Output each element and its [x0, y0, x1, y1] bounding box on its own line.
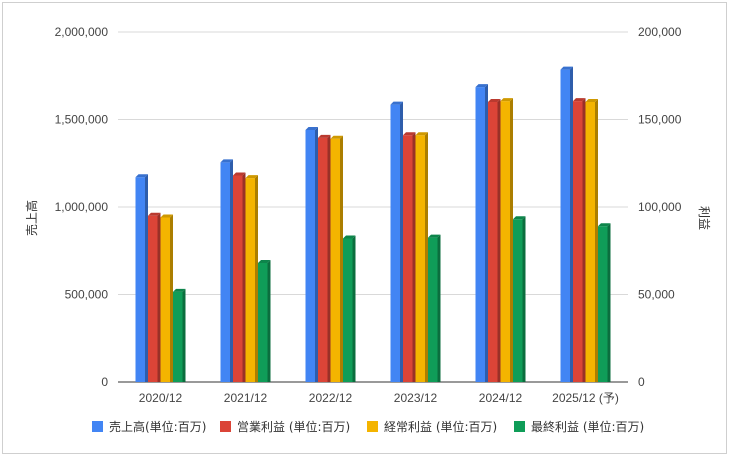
legend-label: 営業利益 (単位:百万): [237, 419, 350, 434]
bar-3-3: [330, 135, 343, 382]
bar-2-6: [573, 98, 586, 382]
left-tick-label: 2,000,000: [55, 25, 109, 39]
left-tick-label: 1,500,000: [55, 113, 109, 127]
bar-3-6: [585, 99, 598, 382]
bar-2-4: [403, 132, 416, 382]
bar-1-1: [135, 174, 148, 382]
legend-item[interactable]: 最終利益 (単位:百万): [514, 419, 644, 434]
bar-1-3: [305, 127, 318, 382]
left-tick-label: 0: [101, 375, 108, 389]
legend-label: 売上高(単位:百万): [109, 419, 206, 434]
x-tick-label: 2023/12: [394, 391, 438, 405]
bar-1-4: [390, 101, 403, 382]
right-tick-label: 200,000: [638, 25, 682, 39]
x-axis-ticks: 2020/12 2021/12 2022/12 2023/12 2024/12 2025/…: [139, 391, 619, 405]
bar-4-3: [343, 235, 356, 382]
bar-4-1: [173, 288, 186, 382]
bar-2-1: [148, 212, 161, 382]
legend-item[interactable]: 経常利益 (単位:百万): [367, 419, 497, 434]
bar-4-2: [258, 260, 271, 382]
right-tick-label: 50,000: [638, 288, 675, 302]
bar-2-3: [318, 134, 331, 382]
right-axis-title: 利益: [697, 206, 711, 230]
left-axis-ticks: 0 500,000 1,000,000 1,500,000 2,000,000: [55, 25, 109, 389]
right-tick-label: 0: [638, 375, 645, 389]
bar-1-6: [560, 66, 573, 382]
legend-swatch: [220, 421, 231, 432]
legend-item[interactable]: 売上高(単位:百万): [92, 419, 206, 434]
grid-lines: [118, 31, 628, 383]
right-tick-label: 100,000: [638, 200, 682, 214]
legend-swatch: [367, 421, 378, 432]
bar-1-2: [220, 159, 233, 382]
bar-3-4: [415, 132, 428, 382]
legend-swatch: [514, 421, 525, 432]
right-tick-label: 150,000: [638, 113, 682, 127]
bar-1-5: [475, 84, 488, 382]
legend-label: 最終利益 (単位:百万): [531, 419, 644, 434]
x-tick-label: 2025/12 (予): [552, 391, 619, 405]
left-tick-label: 1,000,000: [55, 200, 109, 214]
bar-3-5: [500, 98, 513, 382]
bar-4-4: [428, 234, 441, 382]
bar-3-1: [160, 214, 173, 382]
bar-4-6: [598, 223, 611, 382]
left-axis-title: 売上高: [24, 200, 39, 236]
right-axis-ticks: 0 50,000 100,000 150,000 200,000: [638, 25, 682, 389]
left-tick-label: 500,000: [65, 288, 109, 302]
legend: 売上高(単位:百万) 営業利益 (単位:百万) 経常利益 (単位:百万) 最終利益 (…: [92, 419, 644, 434]
x-tick-label: 2022/12: [309, 391, 353, 405]
bar-2-5: [488, 99, 501, 382]
x-tick-label: 2020/12: [139, 391, 183, 405]
bar-4-5: [513, 216, 526, 382]
legend-label: 経常利益 (単位:百万): [384, 419, 497, 434]
bar-2-2: [233, 172, 246, 382]
legend-swatch: [92, 421, 103, 432]
bars: [135, 66, 611, 382]
legend-item[interactable]: 営業利益 (単位:百万): [220, 419, 350, 434]
x-tick-label: 2024/12: [479, 391, 523, 405]
x-tick-label: 2021/12: [224, 391, 268, 405]
bar-3-2: [245, 175, 258, 382]
